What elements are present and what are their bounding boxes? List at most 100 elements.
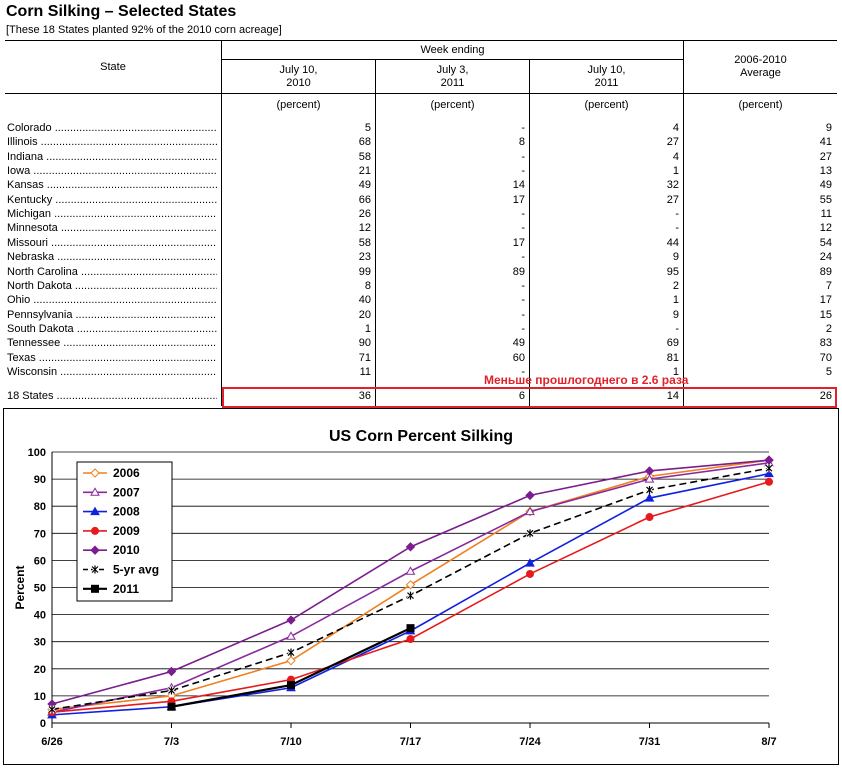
dot-leader: ........................................… <box>54 208 217 221</box>
data-point <box>525 490 535 501</box>
table-row-cell: 14 <box>512 179 525 192</box>
dot-leader: ........................................… <box>38 351 217 364</box>
table-row-cell: 1 <box>672 365 679 378</box>
data-point <box>765 464 773 473</box>
table-row-label: Texas ..................................… <box>7 351 217 365</box>
table-row-cell: 17 <box>819 294 832 307</box>
total-row-cell: 26 <box>819 390 832 402</box>
table-row-cell: 7 <box>825 279 832 292</box>
table-row-cell: 58 <box>358 236 371 249</box>
column-header: July 10, 2011 <box>530 64 683 90</box>
table-row-cell: 4 <box>672 122 679 134</box>
data-point <box>287 648 295 657</box>
dot-leader: ........................................… <box>33 294 217 307</box>
total-row-highlight <box>222 387 837 408</box>
data-point <box>90 545 100 555</box>
y-tick-label: 0 <box>40 718 46 730</box>
table-row-cell: 70 <box>819 351 832 364</box>
column-divider <box>529 59 530 406</box>
data-point <box>405 580 416 590</box>
y-tick-label: 100 <box>28 447 46 459</box>
data-point <box>405 542 416 552</box>
table-row-cell: 27 <box>819 150 832 163</box>
table-row-cell: - <box>675 208 679 221</box>
table-row-name: Nebraska <box>7 251 55 264</box>
dot-leader: ........................................… <box>46 179 217 192</box>
legend-label: 2011 <box>113 582 139 596</box>
table-row-cell: 26 <box>358 208 371 221</box>
column-header-line1: July 10, <box>587 64 626 76</box>
table-row-cell: 49 <box>512 337 525 350</box>
x-tick-label: 6/26 <box>41 736 62 748</box>
data-point <box>91 526 99 535</box>
table-row-cell: 12 <box>358 222 371 235</box>
table-row-cell: 2 <box>672 279 679 292</box>
x-tick-label: 7/17 <box>400 736 421 748</box>
table-row-label: Minnesota ..............................… <box>7 221 217 235</box>
data-point <box>406 634 415 643</box>
table-row-cell: 20 <box>358 308 371 321</box>
table-row-cell: 95 <box>666 265 679 278</box>
table-row-cell: 32 <box>666 179 679 192</box>
annotation-note: Меньше прошлогоднего в 2.6 раза <box>484 373 689 387</box>
column-header-line1: July 3, <box>436 64 469 76</box>
data-point <box>287 681 295 690</box>
table-row-cell: 71 <box>358 351 371 364</box>
column-header-line2: Average <box>740 67 781 79</box>
y-tick-label: 70 <box>34 528 46 540</box>
table-row-cell: - <box>521 279 525 292</box>
table-row-name: North Dakota <box>7 279 72 292</box>
table-row-cell: 40 <box>358 294 371 307</box>
total-row-label: 18 States ..............................… <box>7 389 217 403</box>
table-row-label: Nebraska ...............................… <box>7 250 217 264</box>
data-point <box>646 485 653 494</box>
table-row-cell: 81 <box>666 351 679 364</box>
table-row-label: Indiana ................................… <box>7 150 217 164</box>
table-row-cell: - <box>521 222 525 235</box>
x-tick-label: 7/10 <box>280 736 301 748</box>
legend-label: 2010 <box>113 543 140 557</box>
table-row-name: Indiana <box>7 150 44 163</box>
legend-label: 2007 <box>113 485 140 499</box>
table-subtitle: [These 18 States planted 92% of the 2010… <box>6 24 282 36</box>
data-point <box>286 655 296 666</box>
table-row-cell: 9 <box>825 122 832 134</box>
data-point <box>168 686 175 695</box>
unit-label: (percent) <box>738 99 783 111</box>
table-row-label: South Dakota ...........................… <box>7 322 217 336</box>
table-row-label: Colorado ...............................… <box>7 121 217 135</box>
unit-label: (percent) <box>430 99 475 111</box>
table-row-cell: 41 <box>819 136 832 149</box>
dot-leader: ........................................… <box>51 236 217 249</box>
column-header-line1: 2006-2010 <box>734 54 787 66</box>
table-row-cell: 60 <box>512 351 525 364</box>
table-row-cell: - <box>675 322 679 335</box>
data-point <box>286 631 296 640</box>
table-row-name: Colorado <box>7 122 52 134</box>
table-row-cell: 13 <box>819 165 832 178</box>
y-tick-label: 60 <box>34 555 46 567</box>
dot-leader: ........................................… <box>56 390 217 402</box>
data-point <box>286 615 296 625</box>
table-row-cell: 83 <box>819 337 832 350</box>
data-point <box>764 468 774 478</box>
series-2010 <box>47 455 774 709</box>
table-row-name: Kansas <box>7 179 44 192</box>
data-point <box>91 584 99 593</box>
table-row-cell: 66 <box>358 193 371 206</box>
table-row-cell: 27 <box>666 193 679 206</box>
table-row-cell: 49 <box>819 179 832 192</box>
data-point <box>644 493 655 502</box>
table-row-cell: 1 <box>672 165 679 178</box>
dot-leader: ........................................… <box>60 365 217 378</box>
table-row-name: Ohio <box>7 294 31 307</box>
table-row-cell: 24 <box>819 251 832 264</box>
data-point <box>526 529 534 538</box>
table-row-cell: - <box>521 308 525 321</box>
column-header-line2: 2010 <box>286 77 311 89</box>
header-bottom-rule <box>5 93 837 94</box>
table-row-label: Missouri ...............................… <box>7 236 217 250</box>
column-divider <box>375 59 376 406</box>
dot-leader: ........................................… <box>63 337 217 350</box>
dot-leader: ........................................… <box>75 308 217 321</box>
